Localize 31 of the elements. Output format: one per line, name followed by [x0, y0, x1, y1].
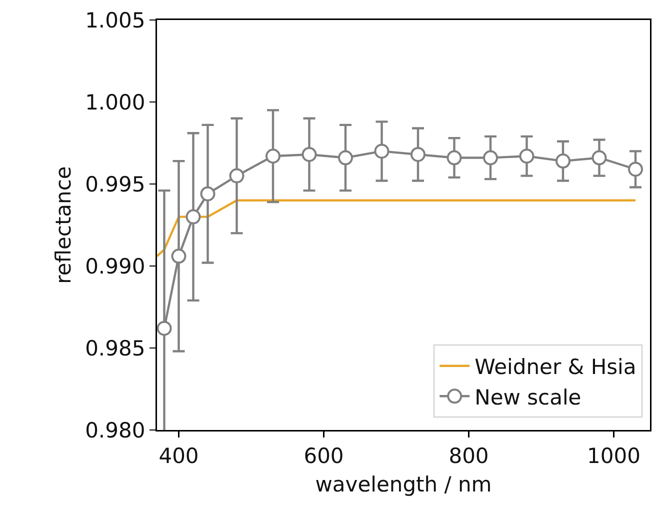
x-tick-label: 400	[158, 444, 199, 468]
point	[200, 186, 216, 202]
point	[302, 146, 317, 162]
y-tick-label: 0.985	[85, 336, 146, 360]
x-tick-label: 1000	[587, 444, 640, 468]
x-tick-label: 600	[304, 444, 344, 468]
point	[519, 148, 534, 164]
point	[266, 148, 280, 164]
point	[483, 150, 498, 166]
point	[556, 154, 570, 169]
point	[186, 209, 201, 224]
legend-label: New scale	[474, 385, 582, 410]
x-axis-title: wavelength / nm	[315, 472, 492, 497]
y-tick-label: 0.980	[85, 418, 146, 442]
point	[374, 144, 390, 159]
point	[628, 162, 643, 177]
point	[157, 320, 172, 336]
point	[229, 168, 244, 184]
legend-label: Weidner & Hsia	[474, 355, 636, 380]
line-series	[157, 199, 637, 258]
x-tick-label: 800	[448, 444, 489, 468]
point	[338, 150, 353, 166]
point	[592, 150, 607, 166]
y-tick-label: 0.990	[85, 254, 146, 278]
y-tick-label: 1.000	[85, 90, 146, 114]
y-tick-label: 1.005	[85, 8, 146, 32]
point	[410, 146, 426, 162]
y-axis-title: reflectance	[52, 166, 76, 284]
point	[446, 150, 462, 166]
y-tick-label: 0.995	[85, 172, 146, 196]
point	[171, 248, 186, 264]
